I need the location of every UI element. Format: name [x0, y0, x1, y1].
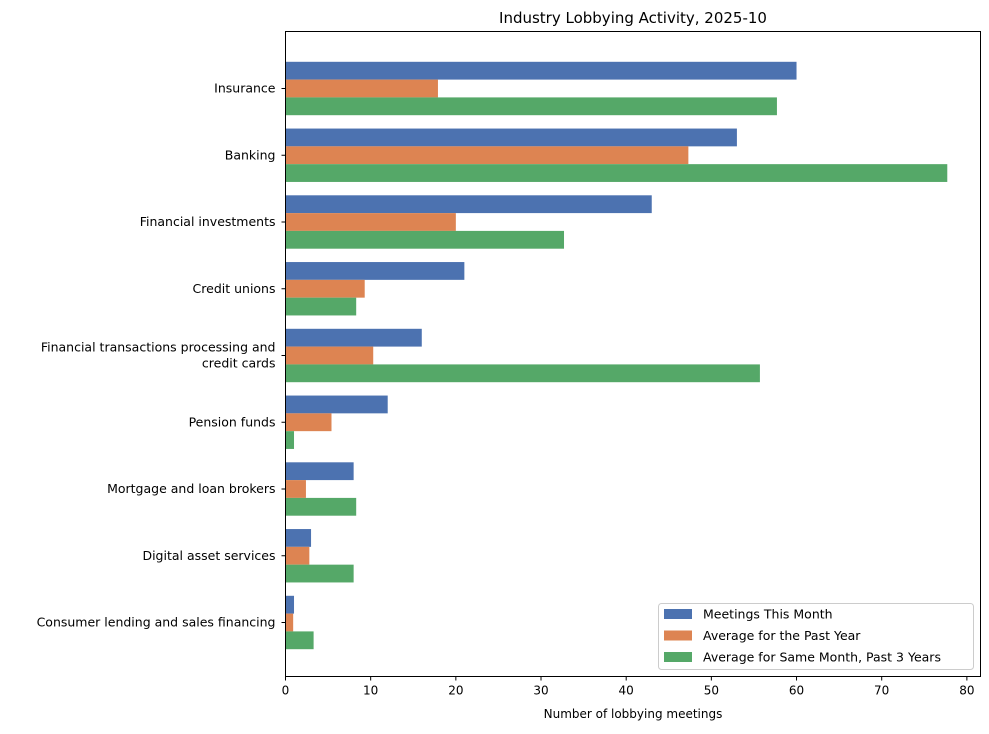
bar-2-4 — [285, 279, 365, 298]
legend-label-3: Average for Same Month, Past 3 Years — [703, 650, 941, 665]
bar-1-7 — [285, 462, 354, 481]
bar-1-6 — [285, 395, 388, 414]
y-tick-label: Mortgage and loan brokers — [107, 481, 275, 496]
bar-2-9 — [285, 613, 294, 632]
bar-1-8 — [285, 529, 312, 547]
y-tick-label: Pension funds — [189, 414, 276, 429]
bar-3-1 — [285, 97, 777, 116]
bar-3-3 — [285, 230, 565, 249]
x-tick-label: 20 — [448, 684, 463, 698]
bar-1-3 — [285, 195, 652, 214]
legend-label-2: Average for the Past Year — [703, 628, 861, 643]
y-tick-label: Financial investments — [140, 214, 276, 229]
x-tick-label: 40 — [619, 684, 634, 698]
bar-1-4 — [285, 262, 465, 280]
bar-2-1 — [285, 79, 438, 98]
chart-title: Industry Lobbying Activity, 2025-10 — [499, 9, 767, 27]
y-tick-label: Insurance — [214, 81, 276, 96]
bar-1-5 — [285, 328, 422, 347]
x-axis-label: Number of lobbying meetings — [544, 707, 723, 721]
bar-1-2 — [285, 128, 737, 147]
bar-3-9 — [285, 631, 314, 650]
bar-2-2 — [285, 146, 689, 165]
bar-3-4 — [285, 297, 357, 316]
bar-1-1 — [285, 61, 797, 80]
legend-swatch-1 — [664, 609, 692, 619]
y-tick-label: Financial transactions processing and cre… — [41, 340, 276, 371]
y-tick-label: Digital asset services — [142, 548, 275, 563]
y-tick-label: Banking — [225, 147, 276, 162]
x-tick-label: 0 — [282, 684, 290, 698]
legend-swatch-2 — [664, 630, 692, 641]
legend: Meetings This Month Average for the Past … — [658, 603, 974, 670]
x-tick-label: 60 — [789, 684, 804, 698]
bar-3-2 — [285, 164, 948, 182]
y-tick-label: Credit unions — [193, 281, 276, 296]
bar-3-5 — [285, 364, 760, 383]
x-tick-label: 70 — [874, 684, 889, 698]
x-tick-label: 50 — [704, 684, 719, 698]
bar-1-9 — [285, 595, 295, 614]
x-tick-label: 30 — [533, 684, 548, 698]
bar-3-6 — [285, 431, 295, 449]
plot-frame — [285, 31, 981, 677]
legend-frame — [658, 603, 974, 670]
x-tick-label: 80 — [959, 684, 974, 698]
x-tick-label: 10 — [363, 684, 378, 698]
bar-2-3 — [285, 213, 456, 231]
bar-2-7 — [285, 480, 306, 498]
bar-3-7 — [285, 497, 357, 516]
bar-2-5 — [285, 346, 374, 365]
legend-label-1: Meetings This Month — [703, 607, 833, 622]
y-tick-label: Consumer lending and sales financing — [37, 615, 276, 630]
legend-swatch-3 — [664, 652, 692, 662]
bar-2-6 — [285, 413, 332, 432]
bar-3-8 — [285, 564, 354, 583]
bar-2-8 — [285, 546, 310, 565]
